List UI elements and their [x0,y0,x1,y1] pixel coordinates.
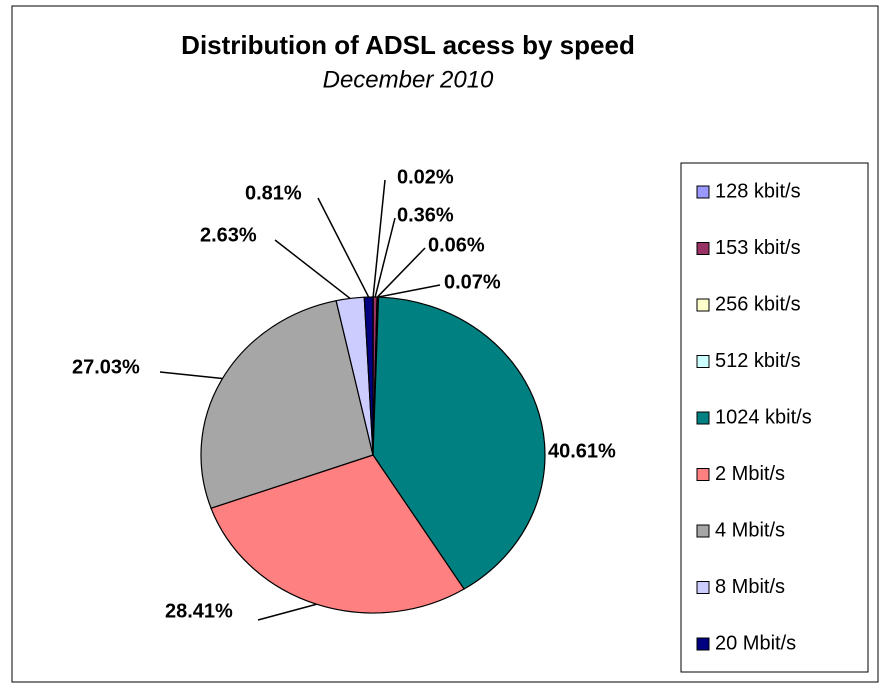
chart-subtitle: December 2010 [323,66,494,93]
legend-label: 4 Mbit/s [715,519,785,541]
leader-line [374,217,396,298]
data-label: 0.06% [428,234,485,256]
legend-swatch [696,355,710,368]
pie-slice [372,296,546,590]
legend-box [680,162,869,673]
data-label: 0.36% [397,204,454,226]
legend-label: 512 kbit/s [715,350,801,372]
legend-label: 20 Mbit/s [715,632,796,654]
legend-swatch [696,242,710,255]
legend-swatch [696,581,710,594]
leader-line [274,239,351,299]
data-label: 0.81% [245,182,302,204]
leader-line [159,371,223,380]
legend-label: 256 kbit/s [715,293,801,315]
legend-label: 153 kbit/s [715,237,801,259]
leader-line [257,603,317,621]
pie-slice [210,454,465,614]
data-label: 27.03% [72,356,140,378]
legend-swatch [696,637,710,651]
pie-slice [200,299,374,509]
chart-title: Distribution of ADSL acess by speed [181,30,635,60]
data-label: 40.61% [548,440,616,462]
data-label: 2.63% [200,224,257,246]
leader-line [377,284,441,298]
legend-label: 1024 kbit/s [715,406,812,428]
legend-label: 2 Mbit/s [715,463,785,485]
legend-swatch [696,524,710,538]
leader-line [376,247,426,298]
legend-swatch [696,468,710,481]
legend-swatch [696,411,710,425]
legend-swatch [696,185,710,199]
data-label: 0.02% [397,166,454,188]
data-label: 0.07% [444,271,501,293]
legend-label: 128 kbit/s [715,180,801,202]
leader-line [317,197,370,298]
legend-swatch [696,298,710,312]
data-label: 28.41% [165,600,233,622]
leader-line [372,179,386,298]
legend-label: 8 Mbit/s [715,576,785,598]
pie-slice [363,296,374,456]
